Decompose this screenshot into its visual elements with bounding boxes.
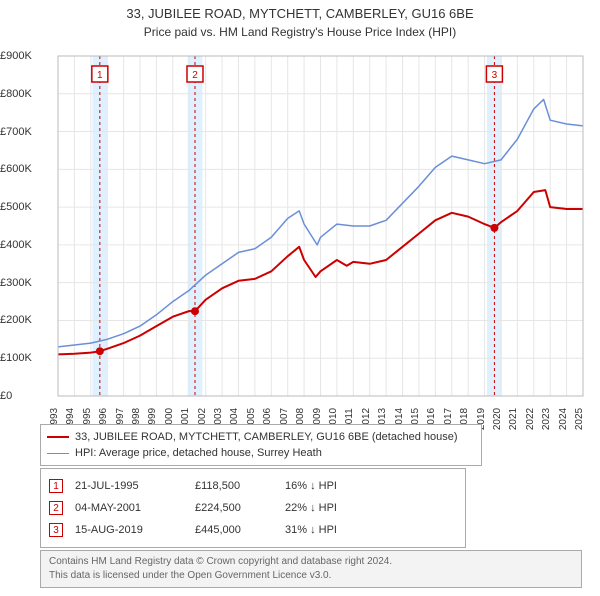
y-tick: £700K	[0, 126, 52, 138]
x-tick: 2024	[558, 408, 576, 430]
event-date: 15-AUG-2019	[75, 524, 195, 536]
legend: 33, JUBILEE ROAD, MYTCHETT, CAMBERLEY, G…	[40, 424, 482, 466]
y-tick: £400K	[0, 239, 52, 251]
y-tick: £900K	[0, 50, 52, 62]
sale-event-row: 3 15-AUG-2019£445,00031% ↓ HPI	[49, 519, 457, 541]
price-chart: 1 2 3	[0, 6, 600, 421]
y-tick: £100K	[0, 352, 52, 364]
sale-event-row: 2 04-MAY-2001£224,50022% ↓ HPI	[49, 497, 457, 519]
event-marker: 1	[49, 479, 63, 493]
event-date: 21-JUL-1995	[75, 480, 195, 492]
sale-events-table: 1 21-JUL-1995£118,50016% ↓ HPI 2 04-MAY-200…	[40, 468, 466, 548]
legend-label: HPI: Average price, detached house, Surr…	[75, 445, 322, 461]
event-date: 04-MAY-2001	[75, 502, 195, 514]
y-tick: £500K	[0, 201, 52, 213]
y-tick: £200K	[0, 314, 52, 326]
x-tick: 2023	[541, 408, 559, 430]
footer-line-2: This data is licensed under the Open Gov…	[49, 569, 573, 583]
y-tick: £600K	[0, 163, 52, 175]
legend-item: 33, JUBILEE ROAD, MYTCHETT, CAMBERLEY, G…	[47, 429, 475, 445]
legend-label: 33, JUBILEE ROAD, MYTCHETT, CAMBERLEY, G…	[75, 429, 458, 445]
svg-text:3: 3	[492, 70, 498, 81]
x-tick: 2021	[508, 408, 526, 430]
event-marker: 2	[49, 501, 63, 515]
event-vs-hpi: 31% ↓ HPI	[285, 524, 375, 536]
x-tick: 2025	[574, 408, 592, 430]
y-tick: £300K	[0, 277, 52, 289]
event-price: £224,500	[195, 502, 285, 514]
footer-line-1: Contains HM Land Registry data © Crown c…	[49, 555, 573, 569]
legend-swatch	[47, 436, 69, 438]
event-vs-hpi: 16% ↓ HPI	[285, 480, 375, 492]
sale-event-row: 1 21-JUL-1995£118,50016% ↓ HPI	[49, 475, 457, 497]
y-axis-ticks: £0£100K£200K£300K£400K£500K£600K£700K£80…	[0, 6, 52, 421]
event-price: £118,500	[195, 480, 285, 492]
legend-item: HPI: Average price, detached house, Surr…	[47, 445, 475, 461]
svg-text:2: 2	[192, 70, 198, 81]
svg-text:1: 1	[97, 70, 103, 81]
event-price: £445,000	[195, 524, 285, 536]
y-tick: £800K	[0, 88, 52, 100]
event-vs-hpi: 22% ↓ HPI	[285, 502, 375, 514]
legend-swatch	[47, 453, 69, 454]
attribution-footer: Contains HM Land Registry data © Crown c…	[40, 550, 582, 588]
event-marker: 3	[49, 523, 63, 537]
